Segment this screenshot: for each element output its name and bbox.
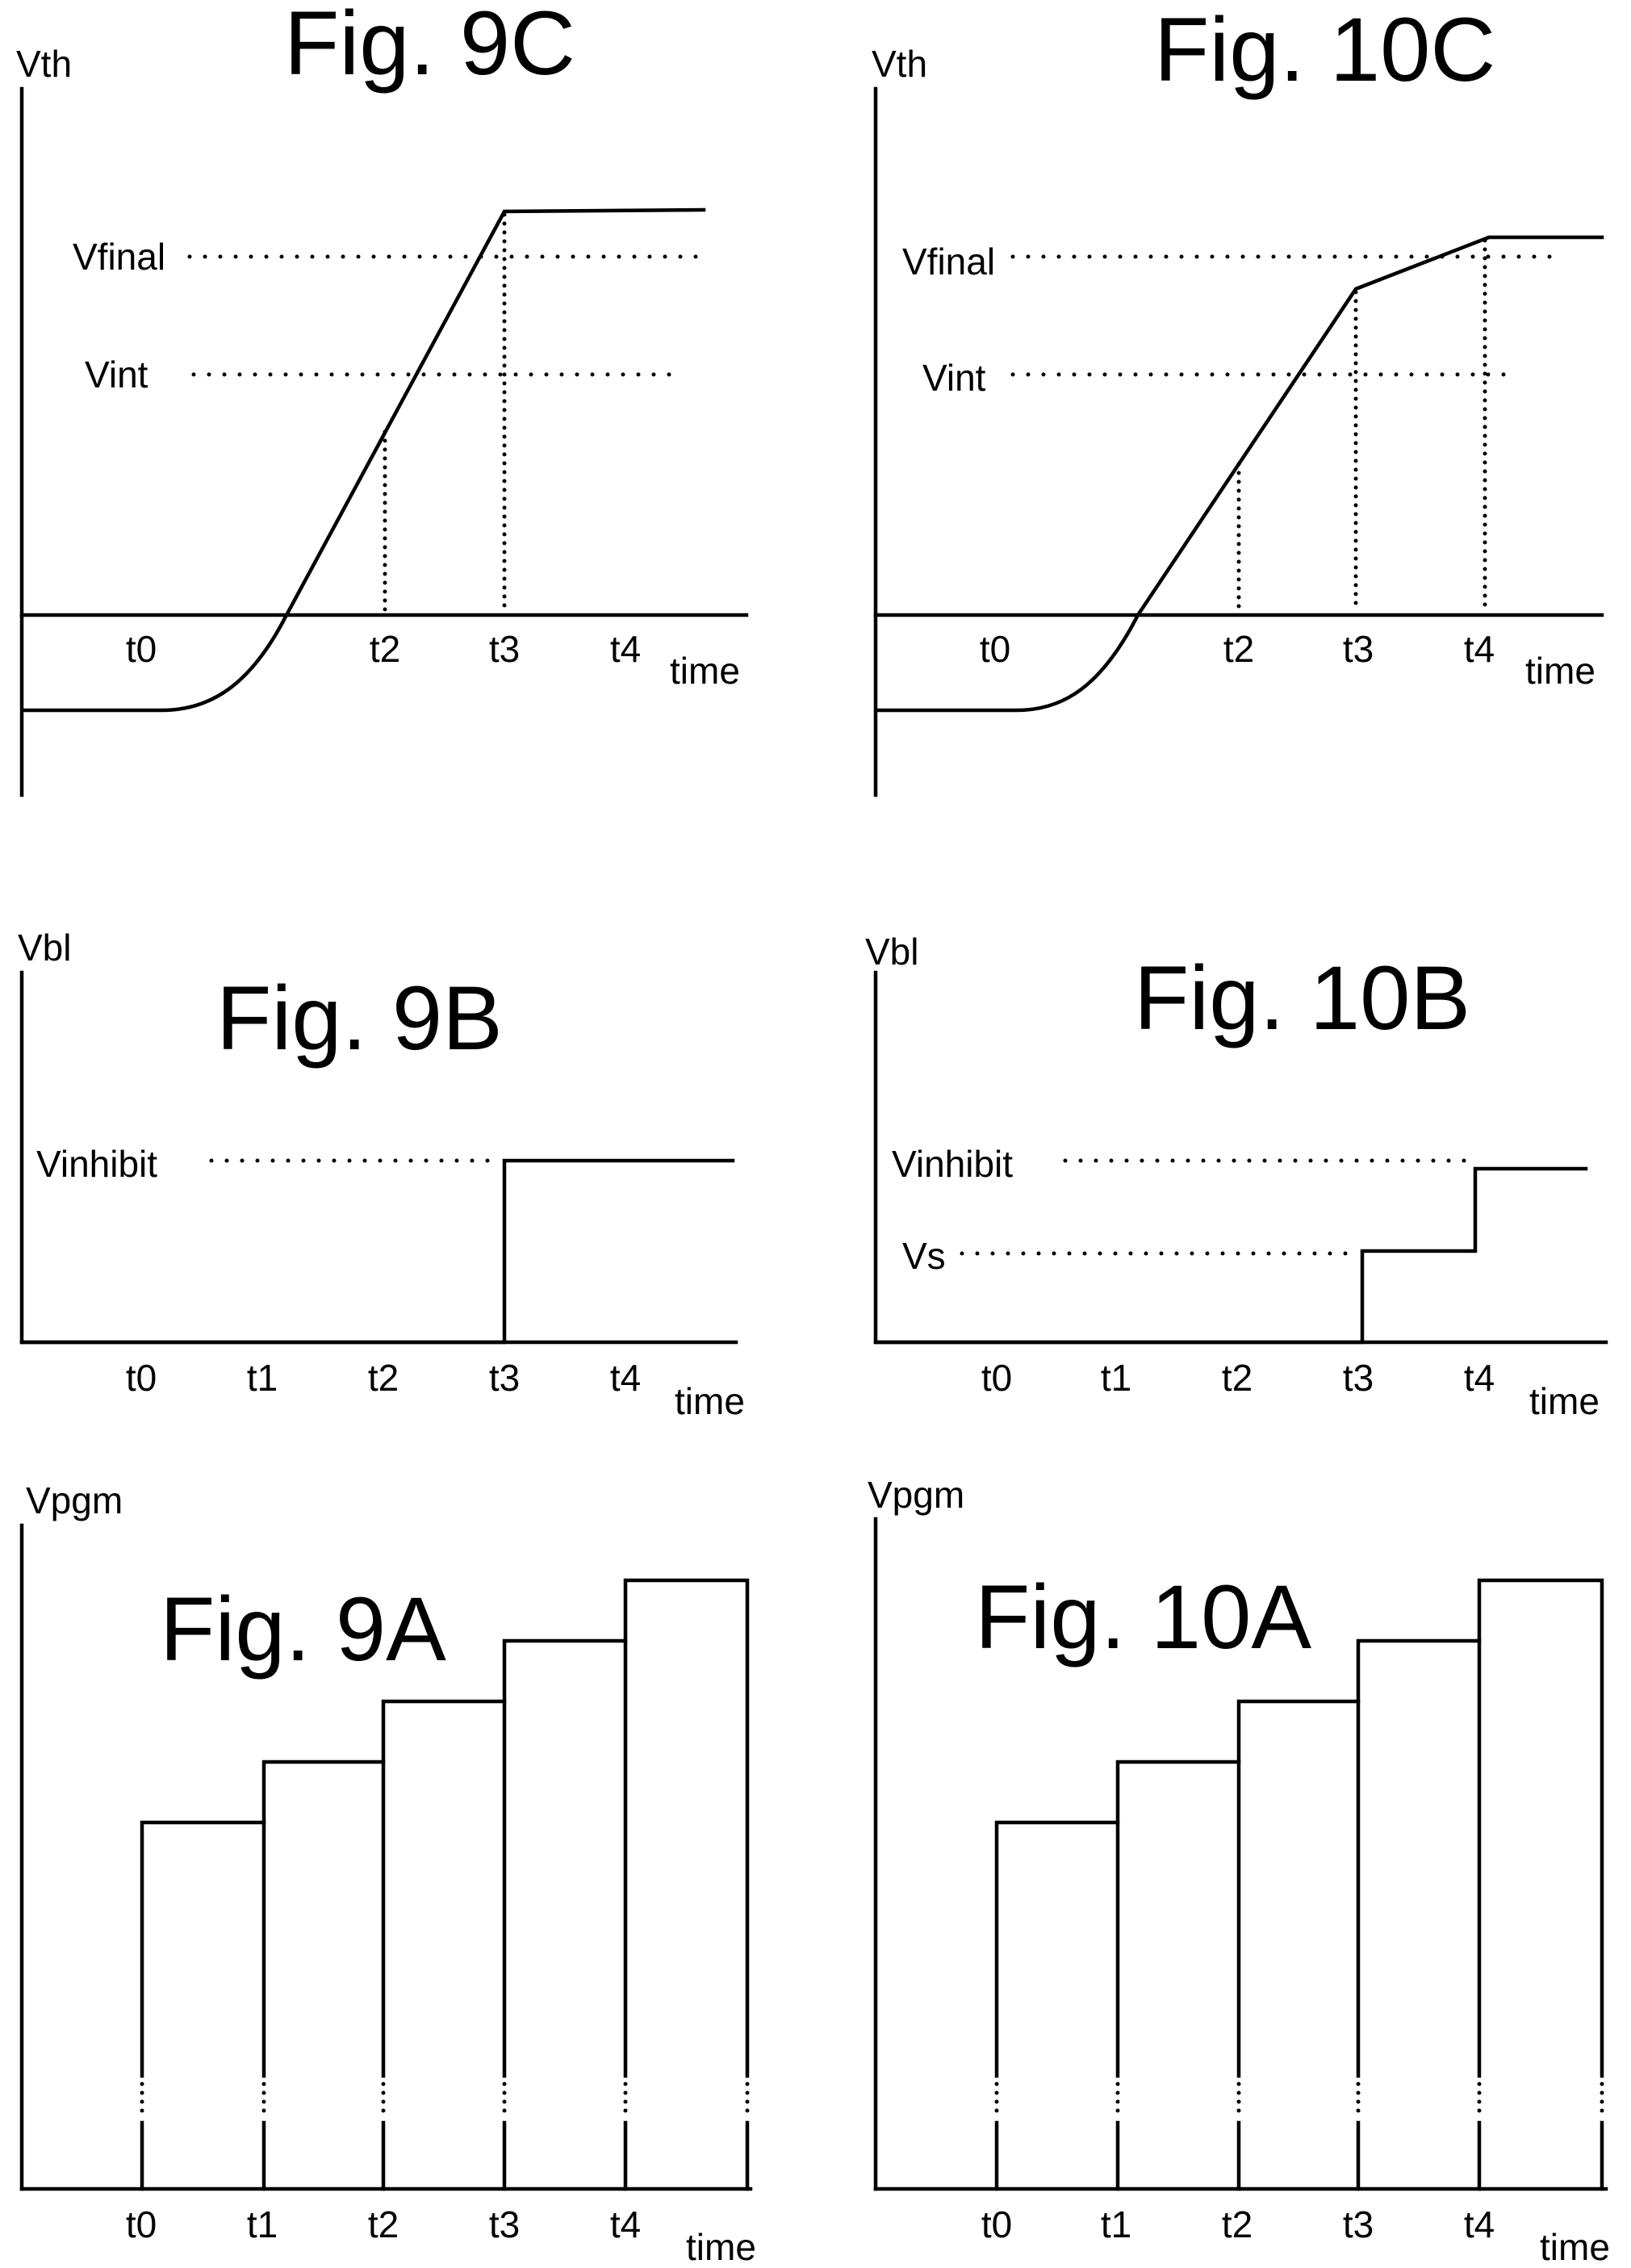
fig-10a-y-axis-label: Vpgm bbox=[868, 1474, 964, 1516]
fig-9b: Fig. 9B Vbl Vinhibit t0 t1 t2 t3 t4 time bbox=[18, 927, 745, 1422]
fig-10b-vbl-waveform bbox=[876, 1166, 1588, 1345]
fig-9c-x-axis-label: time bbox=[670, 650, 740, 692]
fig-9b-tick-label: t2 bbox=[368, 1357, 399, 1399]
fig-9c-tick-label: t3 bbox=[489, 628, 520, 670]
fig-10c-level-label: Vfinal bbox=[902, 241, 995, 282]
fig-9c-tick-label: t4 bbox=[610, 628, 641, 670]
fig-9b-tick-label: t1 bbox=[247, 1357, 278, 1399]
fig-10a-title: Fig. 10A bbox=[975, 1567, 1311, 1668]
fig-10a-tick-label: t3 bbox=[1343, 2203, 1374, 2245]
fig-9b-tick-label: t3 bbox=[489, 1357, 520, 1399]
fig-10b-level-label: Vinhibit bbox=[892, 1143, 1013, 1185]
fig-10a-tick-label: t2 bbox=[1222, 2203, 1253, 2245]
fig-9a-tick-label: t2 bbox=[368, 2203, 399, 2245]
fig-10c-y-axis-label: Vth bbox=[872, 43, 927, 85]
fig-10b-tick-label: t1 bbox=[1101, 1357, 1131, 1399]
fig-10a-pulse-edges bbox=[1115, 1638, 1482, 2078]
fig-10a: Fig. 10A Vpgm t0 t1 t2 t3 t4 time bbox=[868, 1474, 1610, 2268]
fig-10c-vth-curve bbox=[876, 235, 1604, 713]
fig-9a-pulse-stems bbox=[140, 2120, 750, 2191]
fig-9c-level-label: Vint bbox=[85, 354, 148, 395]
fig-9b-tick-label: t0 bbox=[126, 1357, 157, 1399]
fig-9c: Fig. 9C Vth Vfinal Vint t0 t2 t3 t4 time bbox=[16, 0, 749, 797]
fig-9b-vbl-waveform bbox=[22, 1158, 735, 1345]
fig-10a-pulse-breaks bbox=[994, 2082, 1604, 2117]
fig-10a-tick-label: t0 bbox=[981, 2203, 1012, 2245]
fig-9a-pulse-breaks bbox=[140, 2082, 750, 2117]
fig-9a-vpgm-pulse-staircase bbox=[140, 1578, 750, 2078]
fig-9c-level-label: Vfinal bbox=[73, 236, 165, 278]
fig-10b-title: Fig. 10B bbox=[1134, 948, 1470, 1048]
fig-9c-vth-curve bbox=[22, 207, 706, 713]
fig-9a-x-axis-label: time bbox=[686, 2226, 756, 2268]
fig-9b-tick-label: t4 bbox=[610, 1357, 641, 1399]
fig-10b-y-axis-label: Vbl bbox=[865, 931, 918, 973]
fig-9a-title: Fig. 9A bbox=[160, 1579, 446, 1680]
fig-9c-tick-label: t0 bbox=[126, 628, 157, 670]
fig-9a-tick-label: t1 bbox=[247, 2203, 278, 2245]
fig-10b-tick-label: t2 bbox=[1222, 1357, 1253, 1399]
fig-9b-y-axis-label: Vbl bbox=[18, 927, 71, 969]
fig-9a-pulse-edges bbox=[261, 1638, 628, 2078]
fig-10a-pulse-stems bbox=[994, 2120, 1604, 2191]
fig-10c-title: Fig. 10C bbox=[1154, 0, 1495, 100]
fig-10b-tick-label: t0 bbox=[981, 1357, 1012, 1399]
fig-9a: Fig. 9A Vpgm t0 t1 t2 t3 t4 time bbox=[19, 1479, 756, 2268]
fig-10c-tick-label: t0 bbox=[980, 628, 1010, 670]
fig-9b-title: Fig. 9B bbox=[216, 968, 503, 1069]
fig-9a-tick-label: t3 bbox=[489, 2203, 520, 2245]
fig-10c-tick-label: t3 bbox=[1343, 628, 1374, 670]
fig-9b-x-axis-label: time bbox=[675, 1380, 745, 1422]
fig-10c-tick-label: t2 bbox=[1223, 628, 1254, 670]
fig-10b-tick-label: t3 bbox=[1343, 1357, 1374, 1399]
fig-10a-tick-label: t1 bbox=[1101, 2203, 1131, 2245]
fig-10b-tick-label: t4 bbox=[1464, 1357, 1495, 1399]
fig-10a-tick-label: t4 bbox=[1464, 2203, 1495, 2245]
fig-10b-x-axis-label: time bbox=[1529, 1380, 1600, 1422]
fig-10c-level-label: Vint bbox=[922, 357, 986, 399]
fig-9c-tick-label: t2 bbox=[370, 628, 400, 670]
fig-10b: Fig. 10B Vbl Vinhibit Vs t0 t1 t2 t3 t4 … bbox=[865, 931, 1608, 1422]
fig-9a-y-axis-label: Vpgm bbox=[26, 1479, 123, 1521]
fig-10c: Fig. 10C Vth Vfinal Vint t0 t2 t3 t4 tim… bbox=[872, 0, 1604, 797]
fig-10a-x-axis-label: time bbox=[1540, 2226, 1610, 2268]
fig-10c-x-axis-label: time bbox=[1525, 650, 1595, 692]
fig-9a-tick-label: t4 bbox=[610, 2203, 641, 2245]
fig-10c-tick-label: t4 bbox=[1464, 628, 1495, 670]
fig-9a-tick-label: t0 bbox=[126, 2203, 157, 2245]
fig-10b-level-label: Vs bbox=[902, 1235, 946, 1277]
fig-10a-vpgm-pulse-staircase bbox=[994, 1578, 1604, 2078]
fig-9b-level-label: Vinhibit bbox=[36, 1143, 157, 1185]
fig-9c-y-axis-label: Vth bbox=[16, 43, 72, 85]
fig-9c-title: Fig. 9C bbox=[284, 0, 575, 94]
